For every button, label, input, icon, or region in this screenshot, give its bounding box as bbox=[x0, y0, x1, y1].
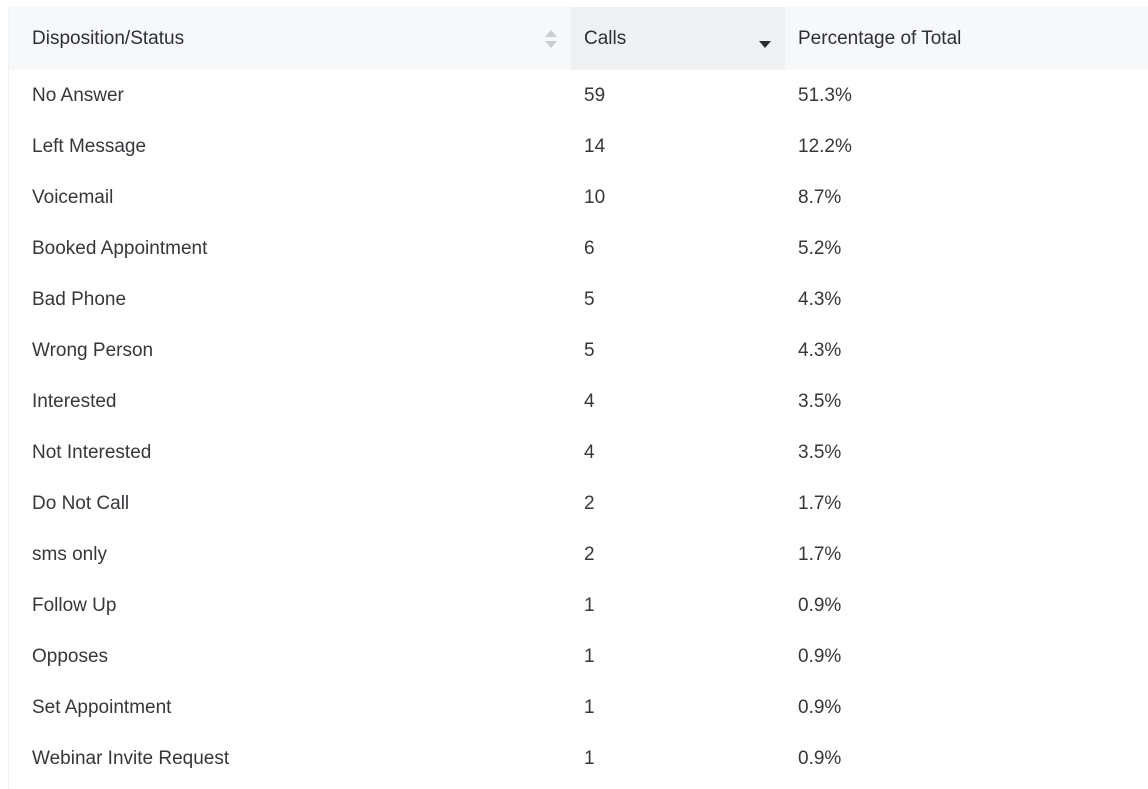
cell-calls: 1 bbox=[584, 696, 595, 718]
cell-calls: 14 bbox=[584, 135, 606, 157]
cell-percentage: 0.9% bbox=[798, 594, 842, 616]
table-row: Bad Phone 5 4.3% bbox=[9, 274, 1148, 325]
table-row: No Answer 59 51.3% bbox=[9, 70, 1148, 121]
cell-status: Left Message bbox=[32, 135, 147, 157]
table-header: Disposition/Status Calls Percentage of T… bbox=[9, 7, 1148, 70]
cell-calls: 2 bbox=[584, 543, 595, 565]
cell-calls: 6 bbox=[584, 237, 595, 259]
cell-calls: 4 bbox=[584, 441, 595, 463]
cell-percentage: 1.7% bbox=[798, 492, 842, 514]
table-row: Wrong Person 5 4.3% bbox=[9, 325, 1148, 376]
header-disposition-label: Disposition/Status bbox=[32, 27, 185, 49]
table-row: Opposes 1 0.9% bbox=[9, 631, 1148, 682]
header-calls[interactable]: Calls bbox=[571, 7, 785, 70]
table-row: Set Appointment 1 0.9% bbox=[9, 682, 1148, 733]
table-row: Booked Appointment 6 5.2% bbox=[9, 223, 1148, 274]
header-calls-label: Calls bbox=[584, 27, 627, 49]
cell-percentage: 51.3% bbox=[798, 84, 852, 106]
cell-percentage: 4.3% bbox=[798, 339, 842, 361]
cell-status: sms only bbox=[32, 543, 107, 565]
cell-status: No Answer bbox=[32, 84, 124, 106]
table-row: Voicemail 10 8.7% bbox=[9, 172, 1148, 223]
cell-percentage: 5.2% bbox=[798, 237, 842, 259]
cell-percentage: 4.3% bbox=[798, 288, 842, 310]
cell-percentage: 12.2% bbox=[798, 135, 852, 157]
sort-descending-icon[interactable] bbox=[759, 41, 771, 48]
disposition-data-table: Disposition/Status Calls Percentage of T… bbox=[9, 7, 1148, 784]
table-row: Do Not Call 2 1.7% bbox=[9, 478, 1148, 529]
table-row: Left Message 14 12.2% bbox=[9, 121, 1148, 172]
table-body: No Answer 59 51.3% Left Message 14 12.2%… bbox=[9, 70, 1148, 784]
cell-percentage: 0.9% bbox=[798, 696, 842, 718]
cell-status: Not Interested bbox=[32, 441, 152, 463]
cell-status: Booked Appointment bbox=[32, 237, 208, 259]
cell-percentage: 0.9% bbox=[798, 645, 842, 667]
table-header-row: Disposition/Status Calls Percentage of T… bbox=[9, 7, 1148, 70]
table-row: sms only 2 1.7% bbox=[9, 529, 1148, 580]
cell-calls: 5 bbox=[584, 339, 595, 361]
cell-calls: 1 bbox=[584, 747, 595, 769]
cell-percentage: 0.9% bbox=[798, 747, 842, 769]
cell-status: Do Not Call bbox=[32, 492, 130, 514]
cell-status: Follow Up bbox=[32, 594, 117, 616]
cell-calls: 4 bbox=[584, 390, 595, 412]
sort-unsorted-icon[interactable] bbox=[545, 29, 557, 48]
header-disposition-status[interactable]: Disposition/Status bbox=[9, 7, 571, 70]
cell-calls: 1 bbox=[584, 594, 595, 616]
table-row: Follow Up 1 0.9% bbox=[9, 580, 1148, 631]
cell-status: Set Appointment bbox=[32, 696, 172, 718]
header-percentage-label: Percentage of Total bbox=[798, 27, 962, 49]
cell-status: Interested bbox=[32, 390, 117, 412]
cell-status: Opposes bbox=[32, 645, 109, 667]
cell-calls: 59 bbox=[584, 84, 606, 106]
table-row: Webinar Invite Request 1 0.9% bbox=[9, 733, 1148, 784]
cell-status: Wrong Person bbox=[32, 339, 154, 361]
cell-calls: 10 bbox=[584, 186, 606, 208]
table-row: Not Interested 4 3.5% bbox=[9, 427, 1148, 478]
disposition-table: Disposition/Status Calls Percentage of T… bbox=[8, 7, 1148, 789]
cell-calls: 5 bbox=[584, 288, 595, 310]
cell-calls: 2 bbox=[584, 492, 595, 514]
cell-percentage: 1.7% bbox=[798, 543, 842, 565]
cell-percentage: 3.5% bbox=[798, 390, 842, 412]
cell-status: Voicemail bbox=[32, 186, 114, 208]
table-row: Interested 4 3.5% bbox=[9, 376, 1148, 427]
cell-percentage: 3.5% bbox=[798, 441, 842, 463]
cell-status: Webinar Invite Request bbox=[32, 747, 230, 769]
cell-percentage: 8.7% bbox=[798, 186, 842, 208]
cell-calls: 1 bbox=[584, 645, 595, 667]
header-percentage-of-total[interactable]: Percentage of Total bbox=[785, 7, 1148, 70]
cell-status: Bad Phone bbox=[32, 288, 127, 310]
